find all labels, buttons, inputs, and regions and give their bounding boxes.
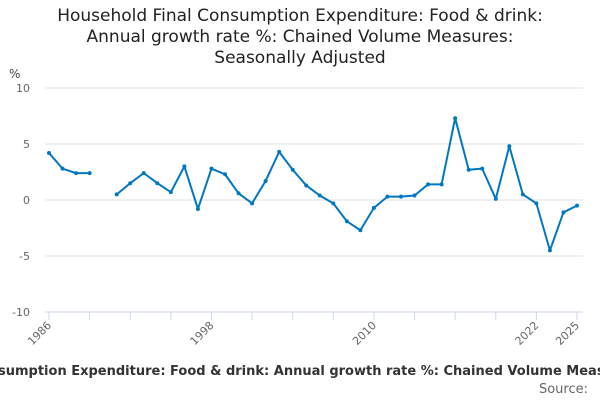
data-point — [439, 182, 444, 187]
data-point — [331, 201, 336, 206]
y-tick-label: 10 — [16, 82, 30, 95]
chart-title-line: Seasonally Adjusted — [214, 48, 386, 68]
data-point — [493, 196, 498, 201]
data-point — [236, 191, 241, 196]
chart-title-line: Household Final Consumption Expenditure:… — [57, 6, 543, 26]
data-point — [399, 194, 403, 199]
data-point — [317, 193, 322, 198]
x-tick-label: 1998 — [188, 319, 217, 348]
data-point — [141, 171, 146, 176]
y-tick-label: -5 — [19, 250, 30, 263]
data-point — [358, 228, 363, 233]
data-point — [480, 166, 485, 171]
data-point — [344, 219, 349, 224]
x-tick-label: 2022 — [513, 319, 542, 348]
data-point — [547, 248, 552, 253]
data-point — [304, 183, 309, 188]
series-line — [48, 152, 90, 175]
y-axis-label: % — [9, 67, 20, 81]
data-point — [74, 171, 79, 176]
data-point — [277, 149, 282, 154]
x-tick-label: 2025 — [553, 319, 582, 348]
data-point — [250, 201, 255, 206]
data-point — [263, 178, 268, 183]
data-point — [195, 206, 200, 211]
data-point — [466, 167, 471, 172]
data-point — [371, 205, 376, 210]
data-point — [290, 167, 295, 172]
data-point — [209, 166, 214, 171]
source-label: Source: — [538, 382, 588, 397]
data-point — [575, 203, 579, 208]
y-tick-label: 0 — [23, 194, 30, 207]
data-point — [182, 164, 187, 169]
data-point — [168, 190, 173, 195]
data-point — [114, 192, 119, 197]
data-point — [60, 166, 65, 171]
data-point — [385, 194, 390, 199]
data-point — [426, 182, 431, 187]
data-point — [87, 171, 92, 176]
data-point — [453, 116, 458, 121]
chart-title-line: Annual growth rate %: Chained Volume Mea… — [86, 27, 514, 47]
x-tick-label: 1986 — [25, 319, 54, 348]
y-tick-label: -10 — [12, 306, 30, 319]
data-point — [128, 181, 133, 186]
data-point — [507, 144, 512, 149]
data-point — [47, 150, 51, 155]
y-tick-label: 5 — [23, 138, 30, 151]
data-point — [155, 181, 160, 186]
x-tick-label: 2010 — [350, 319, 379, 348]
chart-title: Household Final Consumption Expenditure:… — [0, 6, 600, 69]
data-point — [223, 172, 227, 177]
data-point — [534, 201, 539, 206]
series-line — [116, 117, 578, 252]
chart-footer-caption: sumption Expenditure: Food & drink: Annu… — [0, 364, 600, 379]
data-point — [412, 193, 417, 198]
data-point — [561, 210, 566, 215]
data-point — [520, 192, 525, 197]
